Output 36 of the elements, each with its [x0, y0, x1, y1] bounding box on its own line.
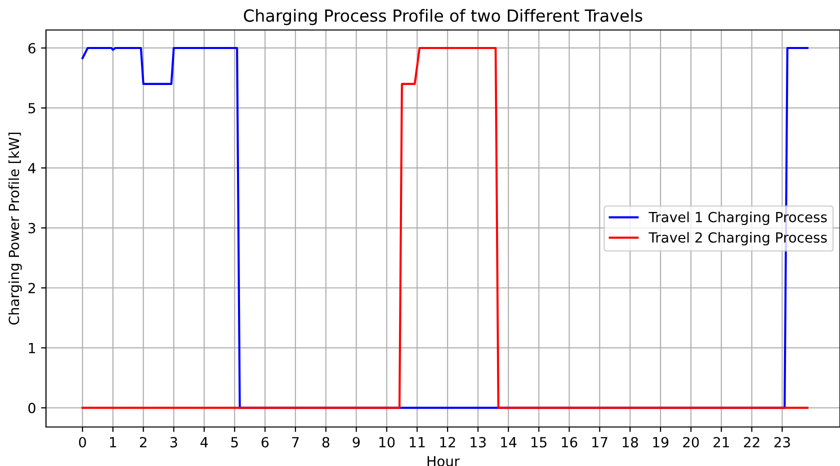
y-tick-label: 6	[28, 42, 36, 54]
x-tick-label: 15	[532, 437, 546, 448]
x-tick-label: 6	[262, 436, 269, 448]
y-tick-label: 3	[28, 222, 36, 234]
x-tick-label: 11	[410, 437, 425, 448]
x-tick-label: 0	[79, 436, 86, 448]
x-tick-label: 4	[200, 437, 208, 448]
legend-label: Travel 2 Charging Process	[648, 232, 827, 246]
x-tick-label: 12	[440, 436, 456, 448]
x-tick-label: 19	[653, 436, 668, 448]
x-tick-label: 3	[170, 436, 178, 448]
x-tick-label: 18	[622, 436, 638, 448]
y-tick-label: 2	[28, 282, 35, 294]
y-tick-label: 4	[28, 163, 36, 174]
y-tick-label: 0	[28, 402, 36, 414]
x-tick-label: 5	[231, 437, 238, 448]
x-tick-label: 20	[683, 436, 699, 448]
x-axis-title: Hour	[428, 456, 460, 466]
x-tick-label: 22	[744, 436, 760, 448]
x-tick-label: 7	[292, 437, 299, 448]
x-tick-label: 1	[110, 437, 116, 448]
x-tick-label: 10	[379, 436, 395, 448]
x-tick-label: 2	[140, 436, 146, 448]
x-tick-label: 9	[352, 436, 360, 448]
x-tick-label: 16	[562, 436, 578, 448]
y-tick-label: 5	[28, 103, 36, 114]
x-tick-label: 17	[592, 437, 608, 448]
x-tick-label: 21	[714, 436, 729, 448]
x-tick-label: 8	[322, 436, 330, 448]
y-tick-label: 1	[28, 342, 35, 354]
x-tick-label: 23	[774, 436, 790, 448]
y-axis-title: Charging Power Profile [kW]	[8, 132, 22, 325]
chart-title: Charging Process Profile of two Different Travels	[244, 9, 642, 26]
x-tick-label: 14	[501, 437, 516, 448]
legend-label: Travel 1 Charging Process	[648, 212, 827, 226]
x-tick-label: 13	[470, 436, 486, 448]
